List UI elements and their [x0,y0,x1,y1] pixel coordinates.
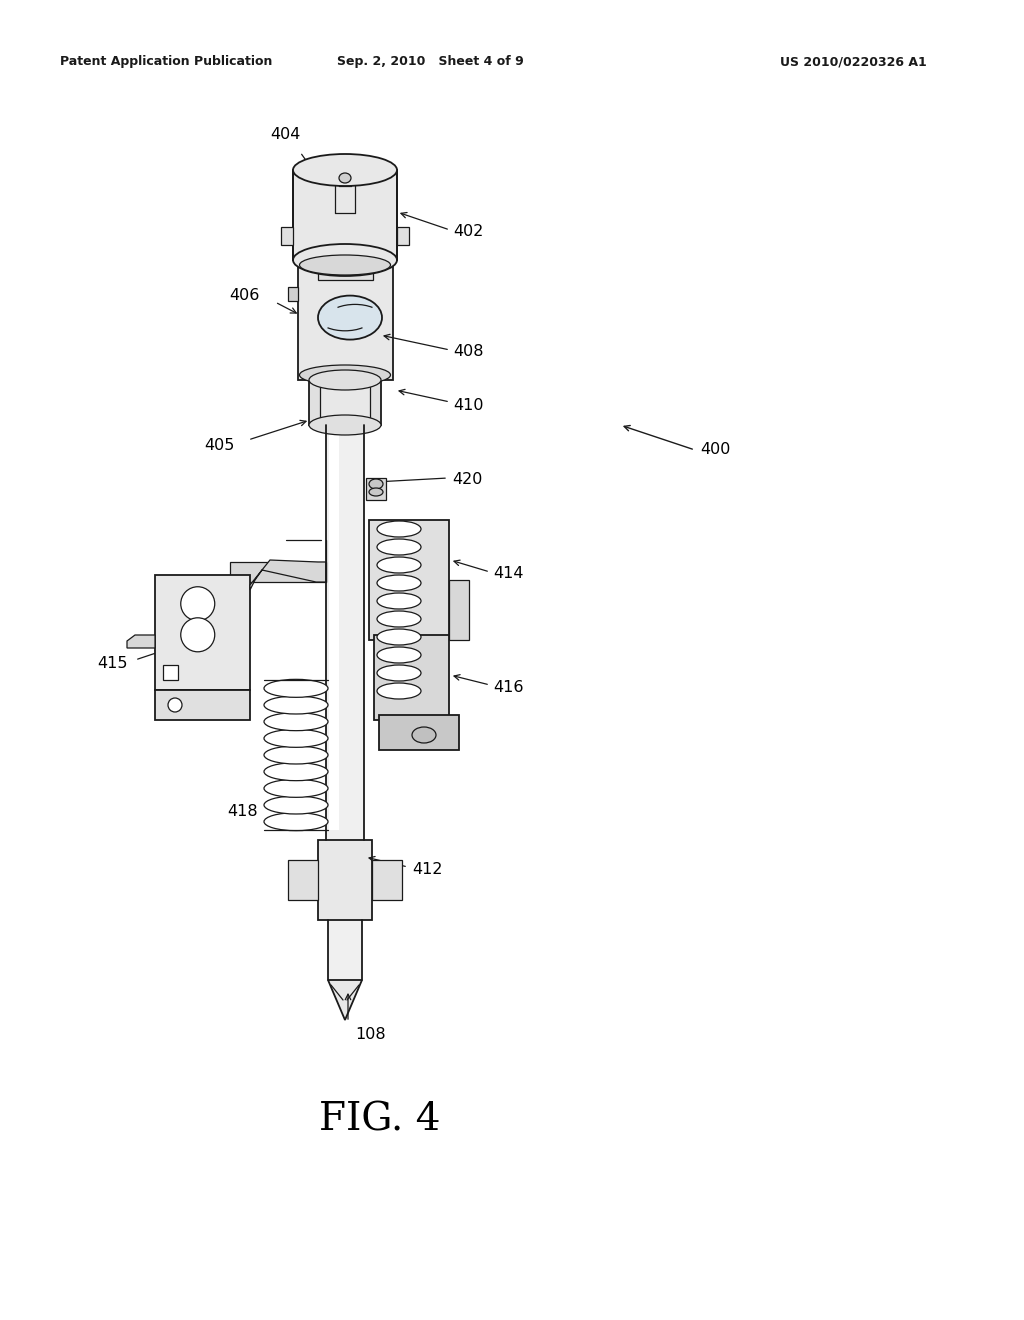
Text: 408: 408 [453,345,483,359]
Bar [298,260,392,380]
Bar [449,579,469,640]
Ellipse shape [377,665,421,681]
Bar [230,562,326,582]
Ellipse shape [264,713,328,731]
Polygon shape [328,979,362,1020]
Text: 400: 400 [700,442,730,458]
Text: 414: 414 [493,566,523,582]
Ellipse shape [412,727,436,743]
Bar [328,920,362,979]
Ellipse shape [293,154,397,186]
Ellipse shape [377,539,421,554]
Bar [288,861,318,900]
Ellipse shape [264,813,328,830]
Bar [318,840,372,920]
Ellipse shape [377,611,421,627]
Text: FIG. 4: FIG. 4 [319,1101,440,1138]
Ellipse shape [339,173,351,183]
Text: 420: 420 [452,473,482,487]
Ellipse shape [299,366,390,385]
Bar [155,690,250,719]
Text: 416: 416 [493,680,523,694]
Bar [293,170,397,260]
Text: 410: 410 [453,397,483,412]
Text: US 2010/0220326 A1: US 2010/0220326 A1 [780,55,927,69]
Text: 418: 418 [227,804,258,820]
Bar [317,260,373,280]
Bar [155,576,250,690]
Ellipse shape [168,698,182,711]
Ellipse shape [299,255,390,275]
Ellipse shape [264,746,328,764]
Text: 402: 402 [453,224,483,239]
Text: Sep. 2, 2010   Sheet 4 of 9: Sep. 2, 2010 Sheet 4 of 9 [337,55,523,69]
Bar [309,380,381,425]
Ellipse shape [377,647,421,663]
Ellipse shape [264,796,328,814]
Ellipse shape [377,682,421,700]
Ellipse shape [309,370,381,389]
Ellipse shape [369,488,383,496]
Text: 108: 108 [355,1027,386,1041]
Ellipse shape [377,576,421,591]
Bar [329,436,339,830]
Bar [326,425,364,840]
Ellipse shape [181,587,215,620]
Ellipse shape [264,779,328,797]
Text: 415: 415 [97,656,128,671]
Ellipse shape [377,593,421,609]
Bar [288,286,298,301]
Ellipse shape [318,296,382,339]
Ellipse shape [309,414,381,436]
Bar [319,385,370,420]
Ellipse shape [377,521,421,537]
Ellipse shape [377,630,421,645]
Bar [397,227,409,246]
Ellipse shape [264,730,328,747]
Ellipse shape [293,244,397,276]
Bar [163,665,178,680]
Ellipse shape [264,763,328,780]
Text: Patent Application Publication: Patent Application Publication [60,55,272,69]
Bar [372,861,402,900]
Ellipse shape [264,680,328,697]
Bar [379,715,459,750]
Text: 406: 406 [229,288,260,302]
Ellipse shape [264,696,328,714]
Bar [369,520,449,640]
Bar [366,478,386,500]
Polygon shape [250,560,326,590]
Bar [374,635,449,719]
Bar [281,227,293,246]
Ellipse shape [369,479,383,488]
Text: 412: 412 [412,862,442,878]
Ellipse shape [377,557,421,573]
Text: 405: 405 [205,437,234,453]
Text: 404: 404 [269,127,300,143]
Ellipse shape [181,618,215,652]
Polygon shape [127,635,155,648]
